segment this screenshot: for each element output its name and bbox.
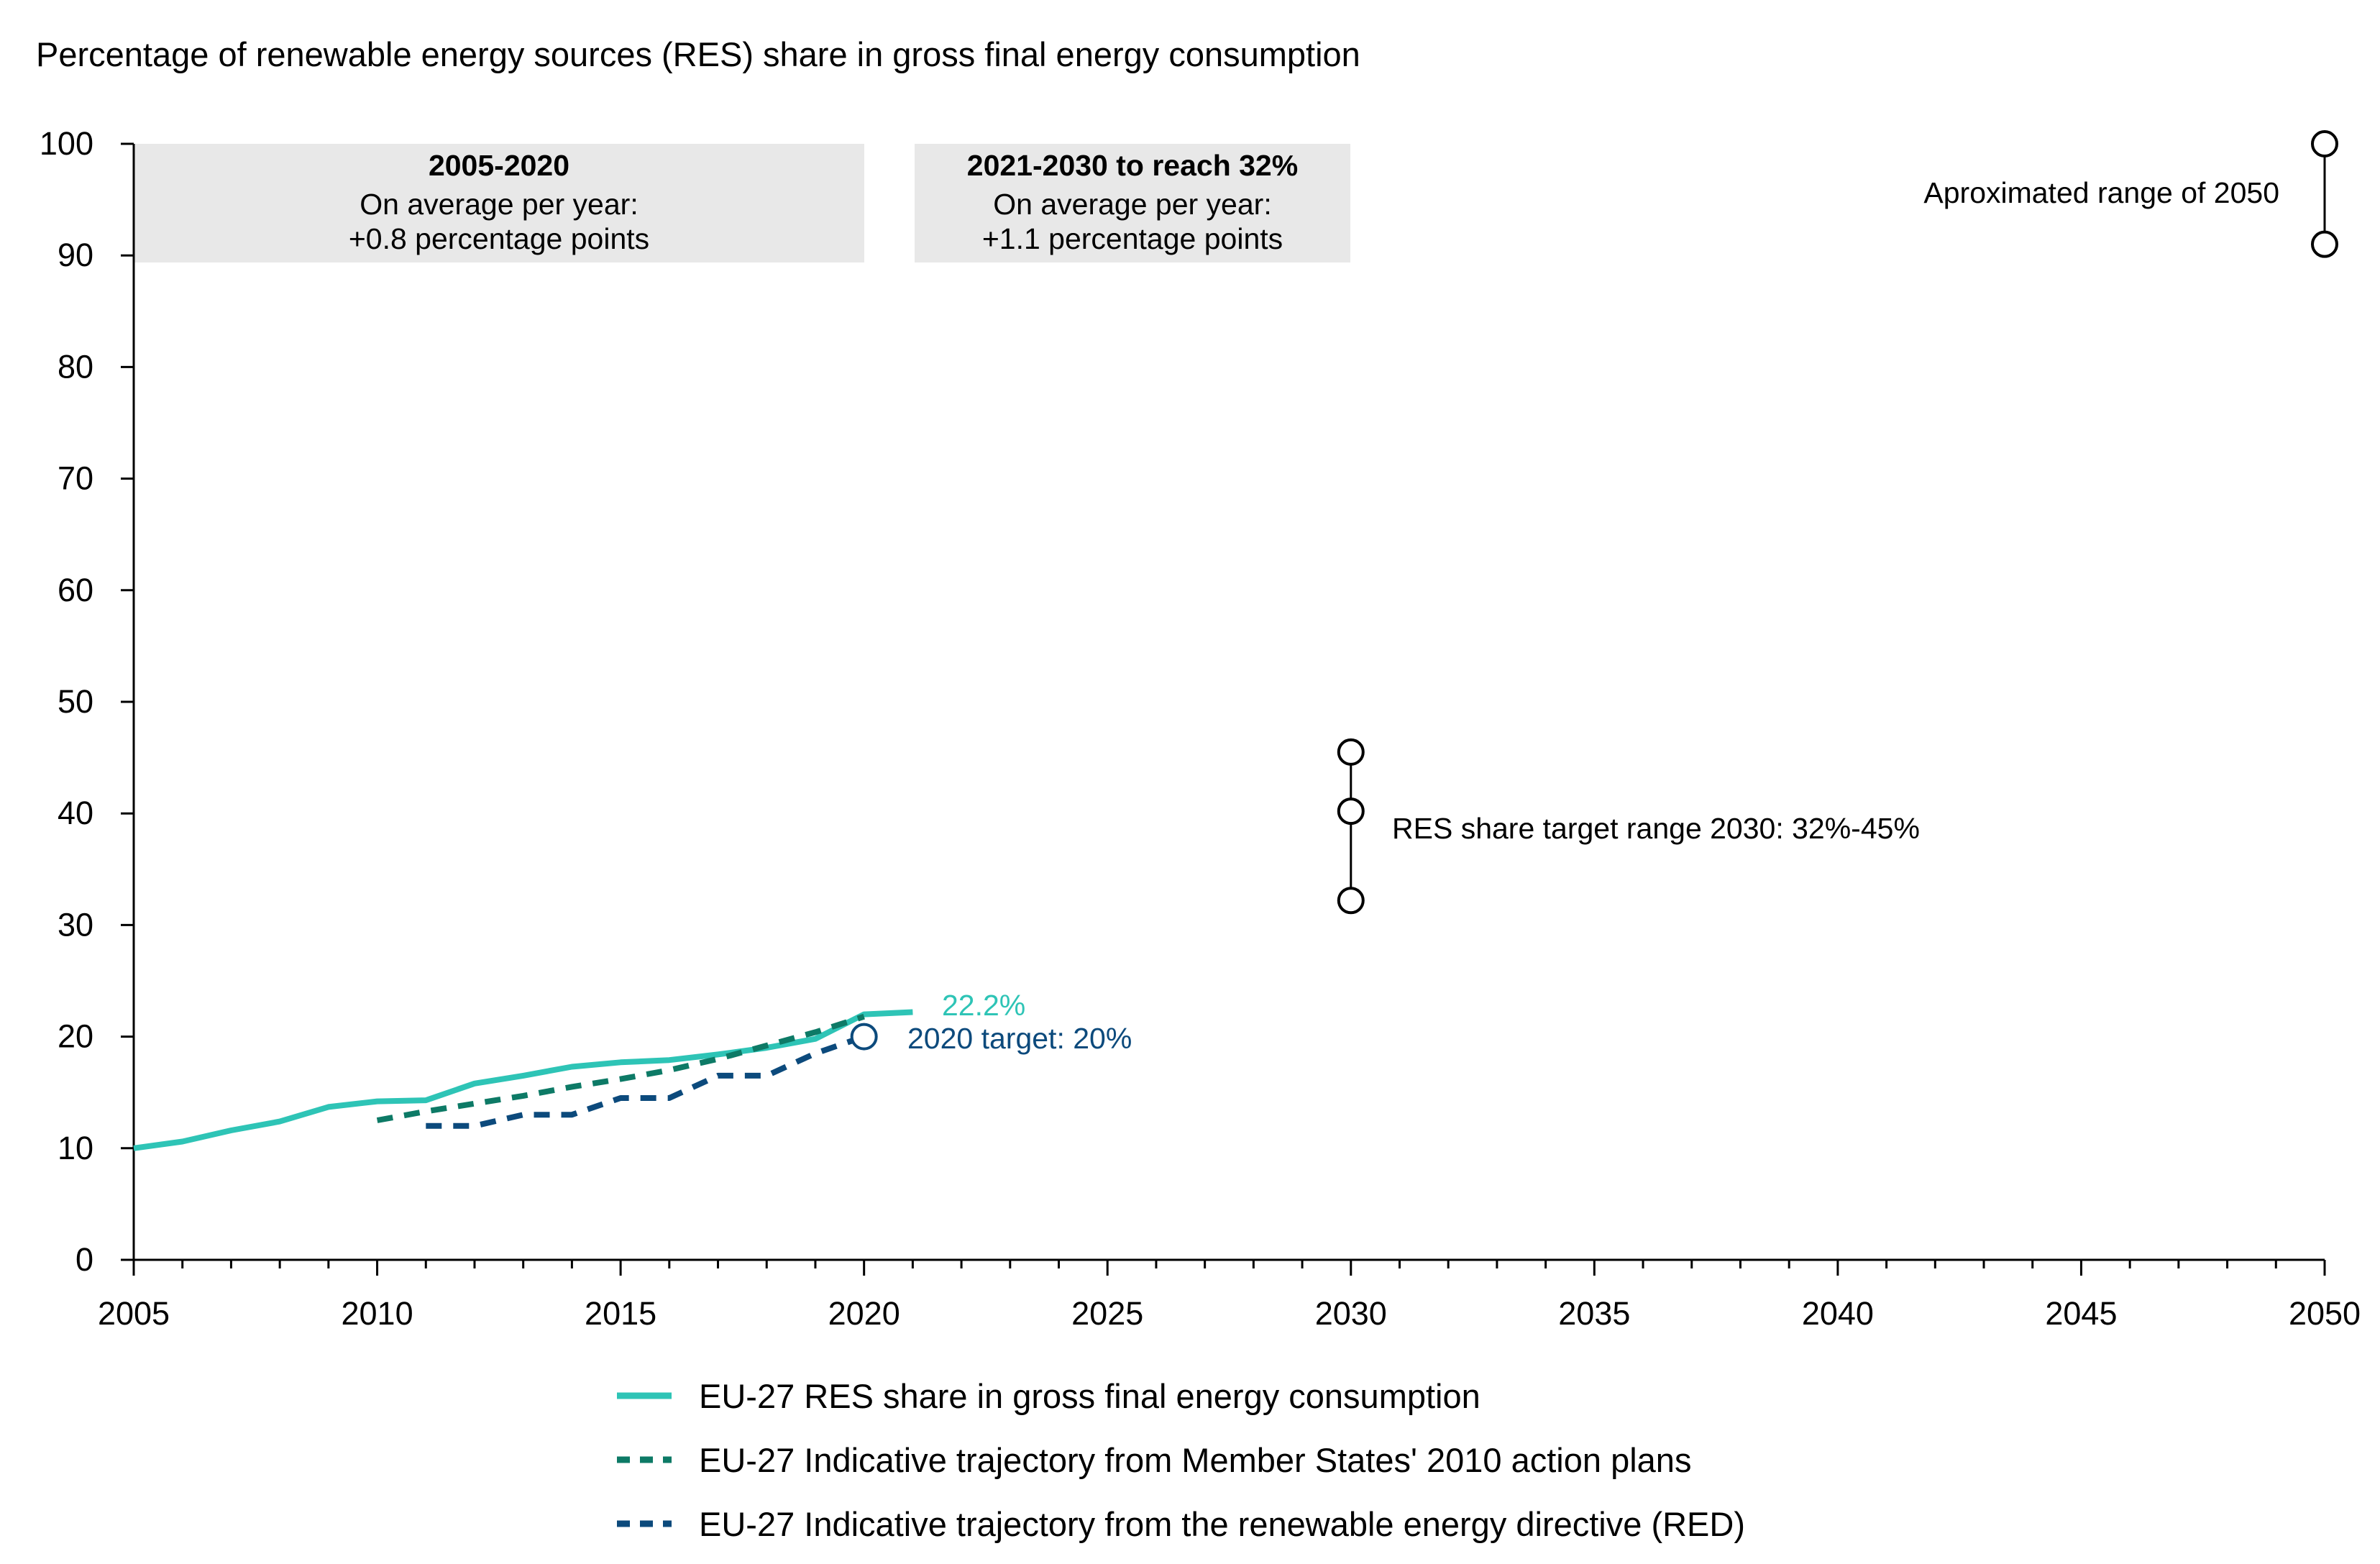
y-tick-label: 60: [58, 572, 93, 608]
x-tick-label: 2045: [2045, 1295, 2117, 1332]
legend-label: EU-27 Indicative trajectory from Member …: [699, 1441, 1691, 1479]
target-2020-marker: [850, 1023, 878, 1051]
series-action-plans: [376, 1013, 865, 1123]
target-2020-label: 2020 target: 20%: [907, 1022, 1132, 1055]
y-tick-label: 100: [40, 125, 93, 162]
x-tick-label: 2040: [1802, 1295, 1874, 1332]
info-box-heading: 2005-2020: [429, 149, 569, 182]
range-2050-marker: [2311, 130, 2338, 157]
x-tick-label: 2010: [342, 1295, 413, 1332]
last-value-label: 22.2%: [942, 989, 1025, 1022]
range-2030-marker: [1337, 738, 1365, 766]
target-markers: [850, 130, 2338, 1051]
x-tick-label: 2050: [2289, 1295, 2361, 1332]
y-tick-label: 70: [58, 460, 93, 497]
chart-title: Percentage of renewable energy sources (…: [36, 35, 1360, 73]
legend-label: EU-27 RES share in gross final energy co…: [699, 1377, 1480, 1415]
range-2050-marker: [2311, 230, 2338, 258]
info-box-line: +0.8 percentage points: [349, 222, 649, 255]
x-tick-label: 2035: [1558, 1295, 1630, 1332]
info-box-heading: 2021-2030 to reach 32%: [967, 149, 1298, 182]
x-tick-label: 2015: [585, 1295, 656, 1332]
y-tick-label: 80: [58, 348, 93, 385]
info-box-line: On average per year:: [993, 188, 1271, 221]
data-series: [133, 1009, 913, 1151]
series-res-share: [133, 1009, 913, 1151]
range-2050-label: Aproximated range of 2050: [1923, 176, 2279, 209]
range-2030-marker: [1337, 887, 1365, 915]
x-tick-label: 2020: [828, 1295, 900, 1332]
y-tick-label: 20: [58, 1018, 93, 1055]
y-tick-label: 50: [58, 683, 93, 720]
info-box-line: +1.1 percentage points: [982, 222, 1283, 255]
y-tick-label: 40: [58, 795, 93, 831]
range-2030-label: RES share target range 2030: 32%-45%: [1392, 812, 1920, 845]
x-tick-label: 2005: [98, 1295, 170, 1332]
info-box-1: [134, 144, 864, 262]
y-tick-label: 0: [75, 1241, 93, 1278]
info-box-2: [915, 144, 1350, 262]
x-tick-label: 2025: [1071, 1295, 1143, 1332]
y-tick-label: 10: [58, 1130, 93, 1166]
x-tick-label: 2030: [1315, 1295, 1387, 1332]
info-box-line: On average per year:: [360, 188, 638, 221]
legend-label: EU-27 Indicative trajectory from the ren…: [699, 1505, 1745, 1543]
y-tick-label: 90: [58, 237, 93, 273]
annotations: 22.2%2020 target: 20% RES share target ra…: [907, 176, 2279, 1055]
series-red-trajectory: [426, 1033, 866, 1129]
y-tick-label: 30: [58, 906, 93, 943]
legend: EU-27 RES share in gross final energy co…: [617, 1377, 1745, 1543]
range-2030-marker: [1337, 797, 1365, 826]
